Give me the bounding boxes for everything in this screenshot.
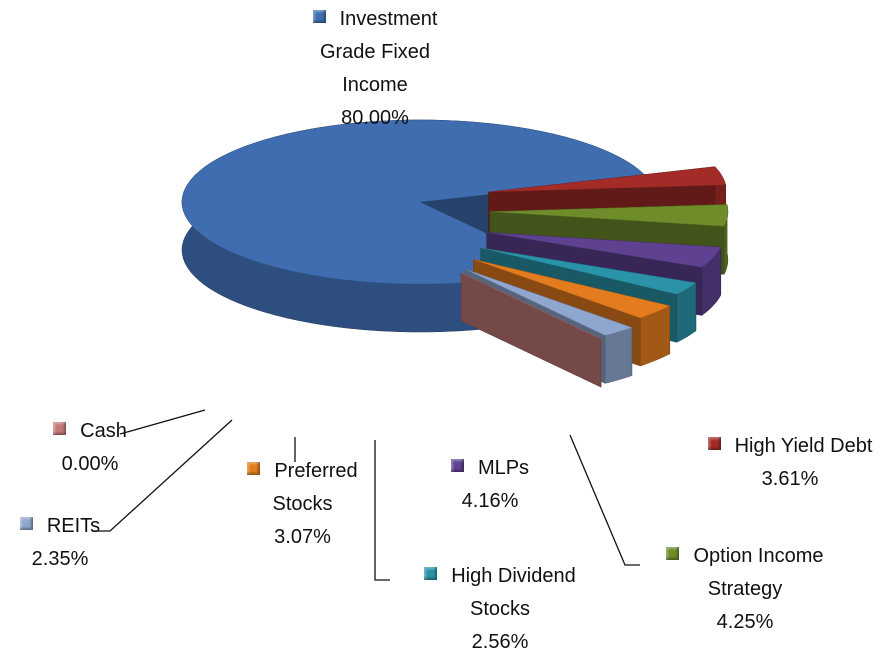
category-name: MLPs [477, 457, 530, 479]
leader-line [119, 409, 206, 435]
slice [460, 272, 602, 388]
data-label: REITs 2.35% [0, 510, 120, 576]
slice-top [181, 119, 647, 285]
data-label: Preferred Stocks 3.07% [225, 455, 380, 554]
label-name: High Dividend Stocks [395, 560, 605, 626]
data-label: MLPs 4.16% [425, 452, 555, 518]
label-name: Option Income Strategy [640, 540, 850, 606]
leader-line [374, 440, 390, 581]
value-label: 80.00% [341, 107, 409, 129]
category-name: Preferred Stocks [272, 460, 358, 515]
category-name: Investment Grade Fixed Income [319, 8, 438, 96]
category-name: REITs [46, 515, 101, 537]
slice-top [460, 272, 602, 340]
value-label: 2.56% [471, 631, 529, 653]
category-name: High Yield Debt [734, 435, 873, 457]
slice-wall [604, 327, 633, 384]
label-name: High Yield Debt [690, 430, 889, 463]
leader-lines [92, 409, 640, 581]
data-label: High Dividend Stocks 2.56% [395, 560, 605, 654]
value-label: 4.25% [716, 611, 774, 633]
slice-top [488, 166, 727, 193]
legend-swatch [247, 462, 261, 475]
legend-swatch [424, 567, 438, 580]
value-label: 0.00% [61, 453, 119, 475]
legend-swatch [666, 547, 680, 560]
leader-line [569, 434, 640, 566]
slice-top [473, 259, 671, 319]
legend-swatch [312, 10, 326, 23]
slice-top [489, 204, 729, 227]
category-name: Option Income Strategy [693, 545, 824, 600]
legend-swatch [53, 422, 67, 435]
category-name: High Dividend Stocks [451, 565, 576, 620]
value-label: 4.16% [461, 490, 519, 512]
data-label: High Yield Debt 3.61% [690, 430, 889, 496]
category-name: Cash [80, 420, 127, 442]
slice-top [486, 232, 722, 268]
label-name: REITs [0, 510, 120, 543]
slice-top [465, 268, 633, 336]
leader-line [92, 419, 233, 532]
label-name: MLPs [425, 452, 555, 485]
legend-swatch [450, 459, 464, 472]
label-name: Investment Grade Fixed Income [300, 3, 450, 102]
data-label: Cash 0.00% [25, 415, 155, 481]
label-name: Cash [25, 415, 155, 448]
value-label: 3.07% [274, 526, 331, 548]
legend-swatch [707, 437, 721, 450]
data-label: Investment Grade Fixed Income 80.00% [300, 3, 450, 135]
value-label: 2.35% [31, 548, 89, 570]
slice-top [480, 247, 697, 295]
label-name: Preferred Stocks [225, 455, 380, 521]
data-label: Option Income Strategy 4.25% [640, 540, 850, 639]
legend-swatch [19, 517, 33, 530]
value-label: 3.61% [761, 468, 819, 490]
